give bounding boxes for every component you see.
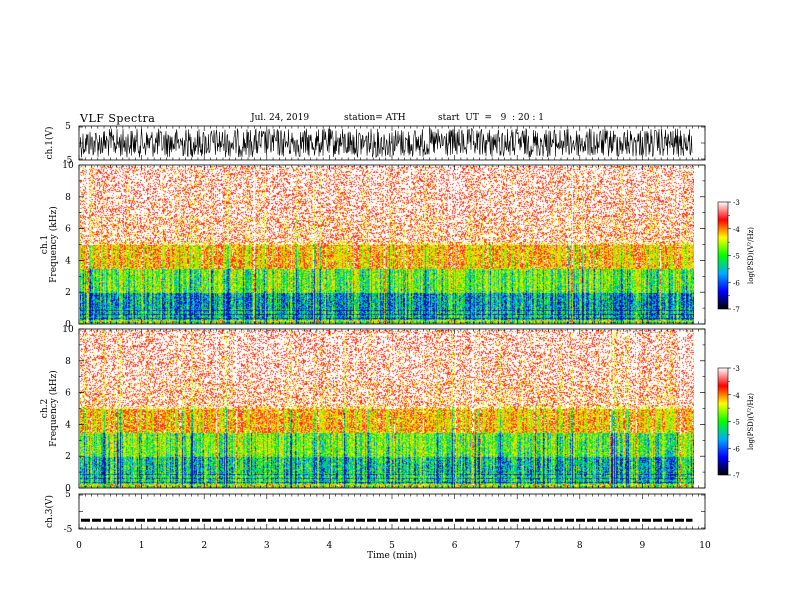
ch3-ylabel: ch.3(V) [44, 495, 55, 528]
ch2-colorbar [718, 368, 728, 475]
ch1-colorbar [718, 202, 728, 309]
ch2-colorbar-tick-label: -3 [733, 365, 740, 373]
x-tick-label: 1 [139, 541, 145, 551]
ch1-colorbar-frame [717, 201, 729, 310]
ch2-freq-tick-label: 0 [65, 484, 71, 494]
ch3-waveform-frame [78, 493, 706, 530]
date-label: Jul. 24, 2019 [251, 113, 310, 123]
ch1-colorbar-label: log(PSD)(V²/Hz) [747, 227, 755, 284]
x-tick-label: 9 [640, 541, 646, 551]
figure-title: VLF Spectra [80, 112, 156, 125]
ch1-ytick-label: 5 [65, 122, 71, 132]
ch3-ytick-label: 5 [65, 490, 71, 500]
ch1-spectrogram-frame [78, 164, 706, 325]
ch1-freq-tick-label: 0 [65, 320, 71, 330]
ch1-frequency-label: Frequency (kHz) [48, 206, 59, 283]
x-tick-label: 0 [76, 541, 82, 551]
ch1-channel-label: ch.1 [40, 235, 50, 254]
ch1-freq-tick-label: 4 [65, 256, 71, 266]
ch1-freq-tick-label: 8 [65, 193, 71, 203]
ch2-colorbar-tick-label: -5 [733, 419, 740, 427]
ch1-colorbar-tick-label: -5 [733, 253, 740, 261]
ch2-spectrogram-frame [78, 328, 706, 489]
ch1-colorbar-tick-label: -4 [733, 226, 740, 234]
ch1-colorbar-tick-label: -6 [733, 279, 740, 287]
ch2-colorbar-frame [717, 367, 729, 476]
ch1-freq-tick-label: 10 [62, 161, 74, 171]
station-label: station= ATH [344, 113, 406, 123]
x-tick-label: 3 [264, 541, 270, 551]
ch2-freq-tick-label: 6 [65, 389, 71, 399]
ch2-freq-tick-label: 8 [65, 357, 71, 367]
ch2-channel-label: ch.2 [40, 399, 50, 418]
x-axis-label: Time (min) [367, 550, 417, 561]
x-tick-label: 5 [389, 541, 395, 551]
x-tick-label: 10 [699, 541, 711, 551]
ch3-ytick-label: -5 [64, 525, 73, 535]
ch1-spectrogram-image [80, 166, 694, 324]
ch1-colorbar-tick-label: -7 [733, 306, 740, 314]
ch1-freq-tick-label: 2 [65, 288, 71, 298]
ch1-colorbar-tick-label: -3 [733, 199, 740, 207]
x-tick-label: 4 [327, 541, 333, 551]
ch1-ytick-label: -5 [64, 156, 73, 166]
x-tick-label: 8 [577, 541, 583, 551]
ch2-frequency-label: Frequency (kHz) [48, 370, 59, 447]
ch2-freq-tick-label: 4 [65, 420, 71, 430]
ch1-ylabel: ch.1(V) [44, 127, 55, 160]
ch2-freq-tick-label: 2 [65, 452, 71, 462]
ch1-waveform-trace [79, 127, 693, 159]
x-tick-label: 6 [452, 541, 458, 551]
x-tick-label: 2 [201, 541, 207, 551]
ch2-colorbar-label: log(PSD)(V²/Hz) [747, 393, 755, 450]
x-tick-label: 7 [514, 541, 520, 551]
start-time-label: start UT = 9 : 20 : 1 [438, 113, 544, 123]
ch1-freq-tick-label: 6 [65, 225, 71, 235]
ch2-colorbar-tick-label: -4 [733, 392, 740, 400]
ch2-colorbar-tick-label: -6 [733, 445, 740, 453]
ch2-freq-tick-label: 10 [62, 325, 74, 335]
ch2-colorbar-tick-label: -7 [733, 472, 740, 480]
ch2-spectrogram-image [80, 330, 694, 488]
